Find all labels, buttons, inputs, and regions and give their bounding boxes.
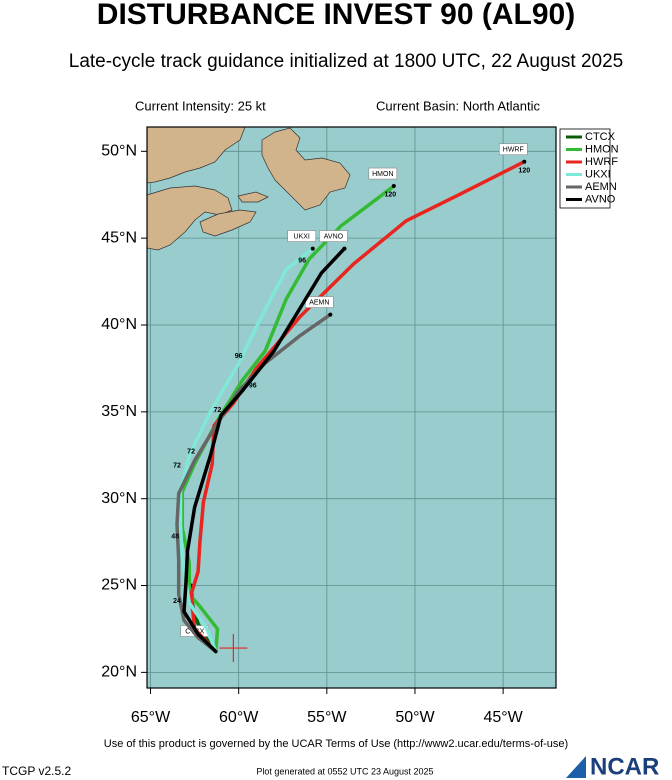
version: TCGP v2.5.2 xyxy=(2,764,71,778)
track-end xyxy=(310,246,315,251)
track-label-box xyxy=(498,143,528,156)
legend-label: HWRF xyxy=(585,156,618,168)
track-end xyxy=(391,184,396,189)
hour-label: 96 xyxy=(249,383,257,390)
intensity: Current Intensity: 25 kt xyxy=(135,98,266,113)
hour-label: 120 xyxy=(384,192,396,199)
track-label: HMON xyxy=(372,171,393,178)
hour-label: 72 xyxy=(214,407,222,414)
generated: Plot generated at 0552 UTC 23 August 202… xyxy=(256,766,433,776)
track-end xyxy=(328,312,333,317)
logo: NCAR xyxy=(590,753,659,780)
x-tick-label: 50°W xyxy=(395,709,435,726)
track-label-box xyxy=(319,230,348,242)
legend-label: HMON xyxy=(585,143,619,155)
y-tick-label: 30°N xyxy=(101,490,137,507)
x-tick-label: 65°W xyxy=(131,709,171,726)
frame xyxy=(146,126,557,689)
track-label: UKXI xyxy=(294,233,310,240)
track-label-box xyxy=(287,230,317,242)
y-tick-label: 25°N xyxy=(101,577,137,594)
y-tick-label: 50°N xyxy=(101,143,137,160)
track-label: HWRF xyxy=(503,147,524,154)
x-tick-label: 60°W xyxy=(219,709,259,726)
track-label: AVNO xyxy=(324,233,344,240)
hour-label: 120 xyxy=(518,167,530,174)
track xyxy=(178,246,315,654)
hour-label: 24 xyxy=(173,598,181,605)
track-label: AEMN xyxy=(309,299,329,306)
y-tick-label: 35°N xyxy=(101,403,137,420)
hour-label: 96 xyxy=(298,258,306,265)
track-end xyxy=(342,246,347,251)
y-tick-label: 40°N xyxy=(101,316,137,333)
hour-label: 72 xyxy=(187,449,195,456)
track xyxy=(182,246,347,654)
x-tick-label: 55°W xyxy=(307,709,347,726)
x-tick-label: 45°W xyxy=(483,709,523,726)
footer: Use of this product is governed by the U… xyxy=(104,738,568,750)
legend-label: AEMN xyxy=(585,181,617,193)
hour-label: 48 xyxy=(171,534,179,541)
tracks: CTCXHMONHWRFUKXIAEMNAVNO1201209696967272… xyxy=(171,143,530,663)
legend-box xyxy=(559,128,611,209)
hour-label: 96 xyxy=(235,353,243,360)
basin: Current Basin: North Atlantic xyxy=(376,98,541,113)
logo-mark xyxy=(566,756,586,778)
subtitle: Late-cycle track guidance initialized at… xyxy=(69,51,624,72)
track-label-box xyxy=(368,167,398,180)
land xyxy=(146,126,351,251)
hour-label: 72 xyxy=(173,463,181,470)
legend-label: UKXI xyxy=(585,168,611,180)
legend-label: AVNO xyxy=(585,193,616,205)
grid xyxy=(147,127,556,688)
title: DISTURBANCE INVEST 90 (AL90) xyxy=(97,0,575,31)
y-tick-label: 45°N xyxy=(101,229,137,246)
y-tick-label: 20°N xyxy=(101,664,137,681)
legend-label: CTCX xyxy=(585,131,616,143)
track-end xyxy=(522,159,527,164)
